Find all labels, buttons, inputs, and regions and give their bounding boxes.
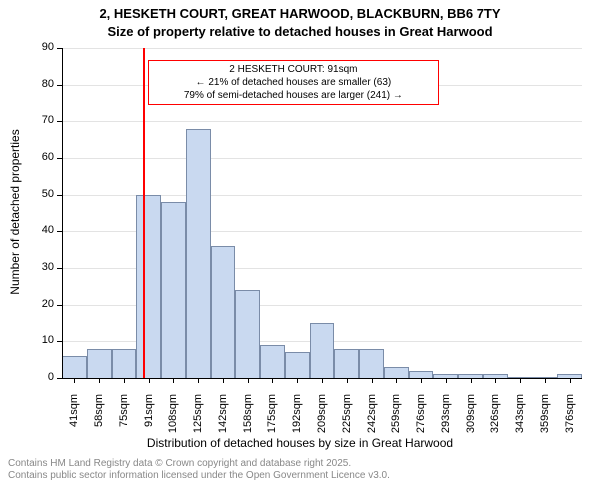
histogram-bar bbox=[136, 195, 161, 378]
y-tick-label: 60 bbox=[30, 151, 54, 163]
histogram-bar bbox=[87, 349, 112, 378]
chart-title-line1: 2, HESKETH COURT, GREAT HARWOOD, BLACKBU… bbox=[0, 6, 600, 21]
x-tick-label: 293sqm bbox=[440, 394, 452, 442]
property-marker-line bbox=[143, 48, 145, 378]
histogram-bar bbox=[409, 371, 434, 378]
x-tick-label: 192sqm bbox=[291, 394, 303, 442]
gridline bbox=[62, 121, 582, 122]
x-axis-line bbox=[62, 378, 582, 379]
histogram-bar bbox=[334, 349, 359, 378]
histogram-bar bbox=[260, 345, 285, 378]
histogram-bar bbox=[161, 202, 186, 378]
x-tick-label: 108sqm bbox=[167, 394, 179, 442]
x-tick-label: 242sqm bbox=[366, 394, 378, 442]
y-tick-label: 10 bbox=[30, 334, 54, 346]
chart-footer: Contains HM Land Registry data © Crown c… bbox=[8, 458, 390, 482]
annotation-line2: ← 21% of detached houses are smaller (63… bbox=[153, 76, 434, 89]
x-tick-label: 309sqm bbox=[465, 394, 477, 442]
y-tick-label: 90 bbox=[30, 41, 54, 53]
chart-title-line2: Size of property relative to detached ho… bbox=[0, 24, 600, 39]
histogram-bar bbox=[112, 349, 137, 378]
y-tick-label: 80 bbox=[30, 78, 54, 90]
footer-line1: Contains HM Land Registry data © Crown c… bbox=[8, 458, 390, 470]
gridline bbox=[62, 158, 582, 159]
gridline bbox=[62, 48, 582, 49]
y-axis-label: Number of detached properties bbox=[8, 102, 22, 322]
plot-area: 2 HESKETH COURT: 91sqm← 21% of detached … bbox=[62, 48, 582, 378]
histogram-bar bbox=[359, 349, 384, 378]
histogram-bar bbox=[310, 323, 335, 378]
x-tick-label: 75sqm bbox=[118, 394, 130, 442]
y-tick-label: 50 bbox=[30, 188, 54, 200]
y-tick-label: 30 bbox=[30, 261, 54, 273]
x-tick-label: 225sqm bbox=[341, 394, 353, 442]
x-tick-label: 41sqm bbox=[68, 394, 80, 442]
x-tick-label: 158sqm bbox=[242, 394, 254, 442]
y-tick-label: 70 bbox=[30, 114, 54, 126]
x-tick-label: 142sqm bbox=[217, 394, 229, 442]
x-tick-label: 58sqm bbox=[93, 394, 105, 442]
x-tick-label: 359sqm bbox=[539, 394, 551, 442]
x-tick-label: 376sqm bbox=[564, 394, 576, 442]
histogram-bar bbox=[186, 129, 211, 378]
x-tick-label: 209sqm bbox=[316, 394, 328, 442]
x-tick-label: 175sqm bbox=[266, 394, 278, 442]
y-tick-label: 40 bbox=[30, 224, 54, 236]
annotation-line3: 79% of semi-detached houses are larger (… bbox=[153, 89, 434, 102]
histogram-bar bbox=[285, 352, 310, 378]
x-tick-label: 259sqm bbox=[390, 394, 402, 442]
y-tick-label: 20 bbox=[30, 298, 54, 310]
histogram-bar bbox=[62, 356, 87, 378]
x-tick-label: 125sqm bbox=[192, 394, 204, 442]
x-tick-label: 276sqm bbox=[415, 394, 427, 442]
annotation-line1: 2 HESKETH COURT: 91sqm bbox=[153, 63, 434, 76]
annotation-box: 2 HESKETH COURT: 91sqm← 21% of detached … bbox=[148, 60, 439, 105]
x-tick-label: 91sqm bbox=[143, 394, 155, 442]
histogram-bar bbox=[384, 367, 409, 378]
y-axis-line bbox=[62, 48, 63, 378]
x-tick-label: 326sqm bbox=[489, 394, 501, 442]
histogram-bar bbox=[211, 246, 236, 378]
histogram-bar bbox=[235, 290, 260, 378]
y-tick-label: 0 bbox=[30, 371, 54, 383]
x-tick-label: 343sqm bbox=[514, 394, 526, 442]
footer-line2: Contains public sector information licen… bbox=[8, 470, 390, 482]
